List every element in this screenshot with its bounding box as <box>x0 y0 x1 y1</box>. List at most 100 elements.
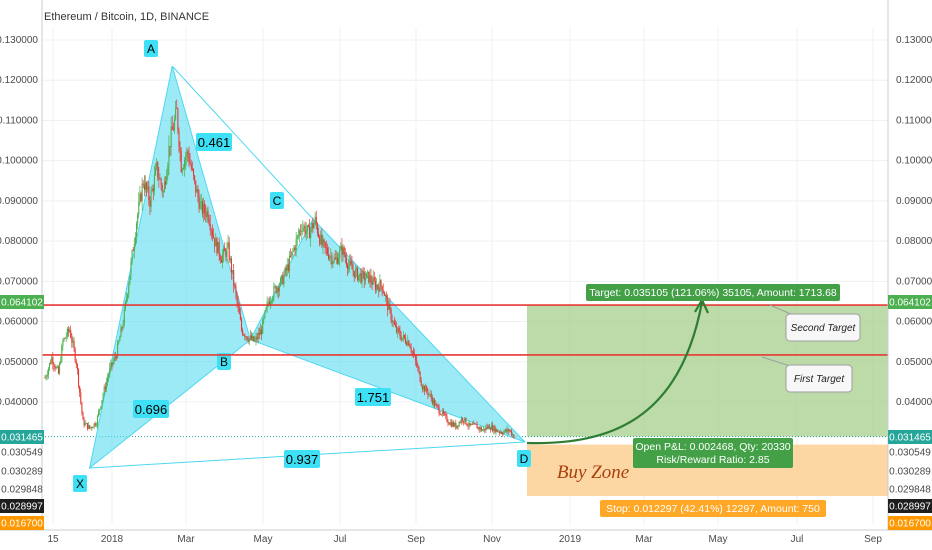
candle-body <box>506 428 508 432</box>
callout-pointer <box>761 356 791 367</box>
candle-body <box>432 399 435 404</box>
ratio-label: 0.937 <box>286 452 319 467</box>
candle-body <box>374 280 377 290</box>
candle-body <box>232 270 234 273</box>
candle-body <box>498 431 500 433</box>
candle-body <box>224 248 226 251</box>
y-tick-label-right: 0.120000 <box>896 75 932 86</box>
candle-body <box>225 250 227 258</box>
candle-body <box>287 264 289 271</box>
candle-body <box>465 417 467 425</box>
candle-body <box>402 334 404 338</box>
candle-body <box>235 286 237 294</box>
candle-body <box>345 258 347 265</box>
pattern-point-label-bg <box>217 353 231 370</box>
candle-body <box>370 275 372 282</box>
candle-body <box>335 257 337 260</box>
price-tag-left: 0.029848 <box>1 485 43 496</box>
candle-body <box>251 335 253 340</box>
candle-body <box>109 367 111 375</box>
candle-body <box>406 342 408 346</box>
candle-body <box>459 421 461 423</box>
candle-body <box>83 419 85 426</box>
candle-body <box>397 328 399 333</box>
candle-body <box>311 223 313 230</box>
price-tag-right: 0.028997 <box>889 502 931 513</box>
y-tick-label-right: 0.040000 <box>896 397 932 408</box>
y-tick-label-left: 0.080000 <box>0 236 38 247</box>
candle-body <box>144 182 147 190</box>
candle-body <box>161 185 163 193</box>
candle-body <box>264 310 266 318</box>
candle-body <box>50 363 52 364</box>
x-tick-label: Nov <box>483 534 501 545</box>
candle-body <box>148 186 150 201</box>
candle-body <box>425 386 427 392</box>
candle-body <box>410 348 412 352</box>
candle-body <box>85 423 87 424</box>
candle-body <box>505 429 507 432</box>
candle-body <box>418 368 420 372</box>
candle-body <box>94 423 96 426</box>
candle-body <box>313 223 315 229</box>
candle-body <box>247 339 249 342</box>
candle-body <box>291 251 293 257</box>
candle-body <box>190 164 192 169</box>
candle-body <box>436 404 438 406</box>
candle-body <box>304 225 306 234</box>
candle-body <box>263 317 265 320</box>
candle-body <box>361 271 363 283</box>
candle-body <box>70 330 72 338</box>
candle-body <box>305 230 307 234</box>
candle-body <box>175 108 177 120</box>
candle-body <box>422 385 425 390</box>
candle-body <box>280 277 282 286</box>
candle-body <box>104 386 106 389</box>
candle-body <box>295 238 297 251</box>
candle-body <box>492 425 494 432</box>
candle-body <box>390 308 392 321</box>
candle-body <box>136 223 138 237</box>
candle-body <box>448 423 450 425</box>
candle-body <box>248 338 250 342</box>
candle-body <box>502 433 504 435</box>
target-label-bg <box>586 284 840 301</box>
x-tick-label: Sep <box>407 534 425 545</box>
ratio-label-bg <box>133 400 169 418</box>
candle-body <box>380 280 382 286</box>
candle-body <box>162 191 164 193</box>
candle-body <box>204 203 206 213</box>
candle-body <box>317 233 320 237</box>
candle-body <box>393 321 395 325</box>
candle-body <box>211 230 214 236</box>
candle-body <box>277 287 279 292</box>
candle-body <box>105 381 107 389</box>
candle-body <box>365 272 368 279</box>
x-tick-label: Sep <box>864 534 882 545</box>
y-tick-label-right: 0.110000 <box>896 115 932 126</box>
candle-body <box>182 167 185 170</box>
candle-body <box>488 425 490 429</box>
stop-label: Stop: 0.012297 (42.41%) 12297, Amount: 7… <box>606 503 820 515</box>
candle-body <box>192 169 195 176</box>
candle-body <box>51 357 53 364</box>
candle-body <box>149 200 151 208</box>
candle-body <box>444 413 446 415</box>
candle-body <box>378 287 380 292</box>
candle-body <box>133 243 135 252</box>
candle-body <box>258 333 260 335</box>
candle-body <box>117 343 119 358</box>
candle-body <box>388 304 390 311</box>
candle-body <box>464 417 466 423</box>
price-tag-right: 0.030289 <box>889 467 931 478</box>
candle-body <box>281 275 283 278</box>
candle-body <box>353 271 355 278</box>
candle-body <box>46 374 48 377</box>
candle-body <box>419 371 421 382</box>
candle-body <box>185 157 187 161</box>
price-tag-bg-right <box>888 499 932 513</box>
candle-body <box>89 425 91 429</box>
stop-label-bg <box>600 500 826 517</box>
candle-body <box>395 324 397 327</box>
